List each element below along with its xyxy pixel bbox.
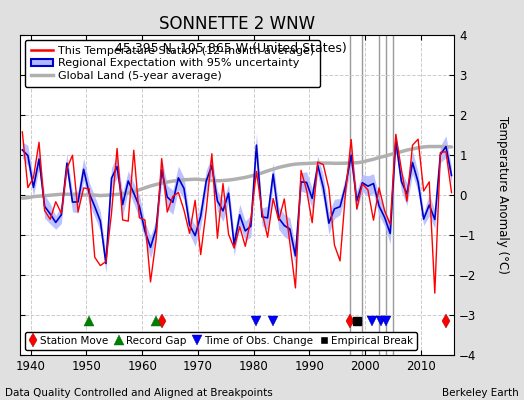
Legend: Station Move, Record Gap, Time of Obs. Change, Empirical Break: Station Move, Record Gap, Time of Obs. C… [25,332,418,350]
Y-axis label: Temperature Anomaly (°C): Temperature Anomaly (°C) [496,116,509,274]
Title: SONNETTE 2 WNW: SONNETTE 2 WNW [159,15,315,33]
Text: Berkeley Earth: Berkeley Earth [442,388,519,398]
Text: 45.395 N, 105.865 W (United States): 45.395 N, 105.865 W (United States) [115,42,346,55]
Text: Data Quality Controlled and Aligned at Breakpoints: Data Quality Controlled and Aligned at B… [5,388,273,398]
